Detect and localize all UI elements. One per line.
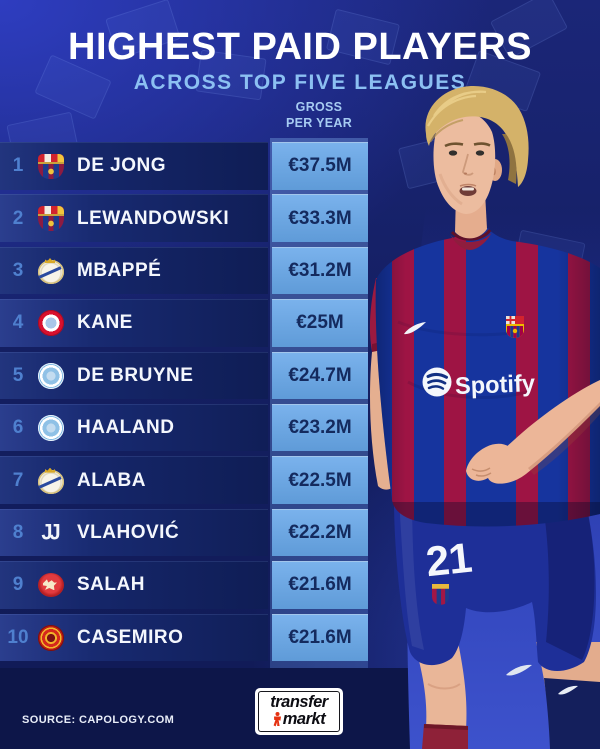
logo-text-markt: markt [263,709,335,728]
player-face [433,112,496,214]
club-crest-icon [38,415,64,442]
table-row: 8 VLAHOVIĆ €22.2M [0,508,368,557]
nike-swoosh-icon [506,664,532,676]
salary-value: €22.2M [272,508,368,557]
club-crest-icon [38,310,64,337]
salary-value: €22.5M [272,456,368,504]
player-info: 2 LEWANDOWSKI [0,194,268,242]
table-row: 10 CASEMIRO €21.6M [0,613,368,662]
rank-label: 4 [12,312,24,334]
rank-label: 10 [7,626,29,648]
column-header-line1: GROSS [295,100,343,114]
ranking-table: 1 DE JONG €37.5M 2 LEWANDOWSKI €33.3M 3 … [0,142,368,666]
footer-bar: SOURCE: CAPOLOGY.COM transfer markt [0,668,600,749]
nike-swoosh-icon [558,685,578,695]
player-info: 3 MBAPPÉ [0,246,268,295]
salary-value: €24.7M [272,351,368,400]
club-crest-icon [38,153,64,179]
rank-label: 3 [12,260,24,282]
rank-label: 6 [12,417,24,439]
player-crossing-arm [466,380,600,484]
club-crest-icon [38,206,64,232]
source-credit: SOURCE: CAPOLOGY.COM [22,714,175,726]
rank-label: 9 [12,574,24,596]
page-title: HIGHEST PAID PLAYERS [68,26,532,68]
salary-value: €23.2M [272,403,368,452]
club-crest-icon [38,573,64,598]
table-row: 7 ALABA €22.5M [0,456,368,504]
rank-label: 5 [12,364,24,386]
table-row: 2 LEWANDOWSKI €33.3M [0,194,368,242]
rank-label: 1 [12,155,24,177]
player-name: CASEMIRO [77,626,184,648]
salary-value: €37.5M [272,142,368,190]
player-info: 6 HAALAND [0,403,268,452]
table-row: 5 DE BRUYNE €24.7M [0,351,368,400]
barcelona-crest-icon [506,316,524,338]
player-head [425,86,529,239]
player-name: LEWANDOWSKI [77,207,230,229]
club-crest-icon [38,260,64,285]
player-info: 1 DE JONG [0,142,268,190]
salary-value: €21.6M [272,561,368,609]
player-info: 4 KANE [0,299,268,347]
table-row: 3 MBAPPÉ €31.2M [0,246,368,295]
salary-value: €25M [272,299,368,347]
table-row: 9 SALAH €21.6M [0,561,368,609]
player-name: HAALAND [77,417,175,439]
spotify-logo-icon [422,367,452,397]
player-name: ALABA [77,469,146,491]
table-row: 4 KANE €25M [0,299,368,347]
table-row: 1 DE JONG €37.5M [0,142,368,190]
player-name: DE BRUYNE [77,364,194,386]
column-header-line2: PER YEAR [285,116,353,131]
logo-text-markt-word: markt [282,709,326,728]
logo-text-transfer: transfer [270,693,328,711]
nike-swoosh-icon [404,322,426,335]
transfermarkt-logo: transfer markt [255,688,343,735]
player-info: 10 CASEMIRO [0,613,268,662]
player-eye [448,150,458,156]
club-crest-icon [38,469,64,494]
jersey-sponsor-text: Spotify [455,370,537,400]
shorts-number: 21 [424,534,475,586]
player-hair [425,86,529,187]
salary-value: €33.3M [272,194,368,242]
player-info: 5 DE BRUYNE [0,351,268,400]
player-name: MBAPPÉ [77,260,162,282]
transfermarkt-logo-inner: transfer markt [258,691,340,732]
table-row: 6 HAALAND €23.2M [0,403,368,452]
player-name: SALAH [77,574,145,596]
player-photo-de-jong: 21 [369,86,600,749]
club-crest-icon [38,520,64,546]
barcelona-crest-icon [432,584,450,605]
club-crest-icon [38,624,64,651]
page-subtitle: ACROSS TOP FIVE LEAGUES [133,71,467,94]
player-name: VLAHOVIĆ [77,521,180,543]
player-right-leg [536,642,600,749]
transfermarkt-figure-icon [273,711,281,727]
jersey-collar [450,232,492,250]
player-info: 9 SALAH [0,561,268,609]
salary-value: €21.6M [272,613,368,662]
salary-value: €31.2M [272,246,368,295]
player-name: DE JONG [77,155,167,177]
salary-column-header: GROSS PER YEAR [270,99,368,132]
player-eye [475,150,485,156]
player-name: KANE [77,312,133,334]
player-info: 8 VLAHOVIĆ [0,508,268,557]
rank-label: 7 [12,469,24,491]
player-info: 7 ALABA [0,456,268,504]
player-jersey: Spotify [375,228,600,527]
rank-label: 2 [12,207,24,229]
rank-label: 8 [12,521,24,543]
club-crest-icon [38,362,64,389]
